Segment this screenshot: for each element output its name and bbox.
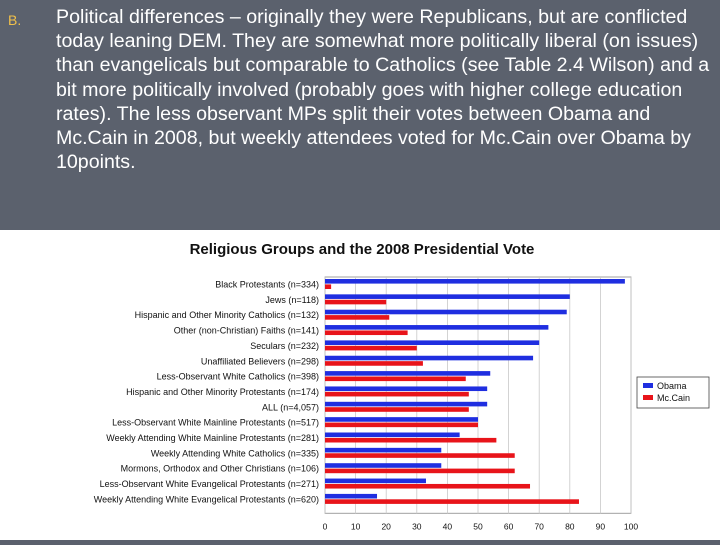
chart-image: Religious Groups and the 2008 Presidenti… — [0, 230, 720, 540]
x-tick-label: 90 — [596, 521, 606, 531]
mccain-bar — [325, 284, 332, 289]
x-tick-label: 10 — [351, 521, 361, 531]
list-marker: B. — [8, 12, 22, 28]
category-label: Weekly Attending White Evangelical Prote… — [94, 494, 319, 504]
category-label: Less-Observant White Catholics (n=398) — [157, 372, 319, 382]
obama-bar — [325, 279, 625, 284]
mccain-bar — [325, 483, 531, 489]
mccain-bar — [325, 391, 469, 397]
vote-bar-chart: Religious Groups and the 2008 Presidenti… — [94, 241, 710, 531]
x-tick-label: 30 — [412, 521, 422, 531]
obama-bar — [325, 355, 534, 361]
mccain-bar — [325, 499, 579, 504]
x-tick-label: 20 — [381, 521, 391, 531]
mccain-bar — [325, 345, 417, 351]
mccain-bar — [325, 453, 515, 458]
grid-lines — [324, 276, 632, 514]
category-label: Other (non-Christian) Faiths (n=141) — [174, 326, 319, 336]
mccain-bar — [325, 422, 478, 428]
mccain-bar — [325, 376, 466, 382]
category-label: Mormons, Orthodox and Other Christians (… — [121, 464, 319, 474]
obama-bar — [325, 432, 460, 438]
legend: Obama Mc.Cain — [636, 376, 710, 409]
legend-label: Mc.Cain — [657, 393, 690, 403]
x-tick-label: 70 — [534, 521, 544, 531]
obama-bar — [325, 478, 426, 484]
obama-bar — [325, 309, 567, 315]
mccain-bar — [325, 315, 390, 320]
legend-swatch — [643, 383, 653, 388]
mccain-bar — [325, 299, 387, 305]
obama-bar — [325, 340, 540, 345]
category-label: Weekly Attending White Catholics (n=335) — [151, 448, 319, 458]
category-label: Less-Observant White Mainline Protestant… — [112, 418, 319, 428]
mccain-bar — [325, 468, 515, 474]
obama-bar — [325, 386, 488, 392]
category-label: Black Protestants (n=334) — [215, 280, 319, 290]
mccain-bar — [325, 330, 408, 336]
x-tick-label: 50 — [473, 521, 483, 531]
x-axis: 0 10 20 30 40 50 60 70 80 90 100 — [323, 521, 639, 531]
category-label: Jews (n=118) — [265, 295, 319, 305]
mccain-bar — [325, 361, 423, 366]
x-tick-label: 60 — [504, 521, 514, 531]
bars — [325, 279, 625, 504]
x-tick-label: 80 — [565, 521, 575, 531]
legend-swatch — [643, 395, 653, 400]
mccain-bar — [325, 407, 469, 412]
x-tick-label: 0 — [323, 521, 328, 531]
x-tick-label: 100 — [624, 521, 638, 531]
category-label: Unaffiliated Believers (n=298) — [201, 356, 319, 366]
obama-bar — [325, 371, 491, 376]
body-paragraph: Political differences – originally they … — [56, 6, 710, 174]
legend-label: Obama — [657, 381, 687, 391]
category-label: Weekly Attending White Mainline Protesta… — [106, 433, 319, 443]
category-label: ALL (n=4,057) — [262, 402, 319, 412]
obama-bar — [325, 463, 442, 468]
mccain-bar — [325, 437, 497, 443]
category-label: Less-Observant White Evangelical Protest… — [100, 479, 319, 489]
obama-bar — [325, 325, 549, 330]
obama-bar — [325, 294, 570, 299]
obama-bar — [325, 447, 442, 453]
category-label: Hispanic and Other Minority Catholics (n… — [135, 310, 319, 320]
category-labels: Black Protestants (n=334) Jews (n=118) His… — [94, 280, 319, 505]
category-label: Seculars (n=232) — [250, 341, 319, 351]
obama-bar — [325, 493, 378, 499]
category-label: Hispanic and Other Minority Protestants … — [126, 387, 319, 397]
legend-box — [636, 376, 710, 409]
x-tick-label: 40 — [443, 521, 453, 531]
chart-title: Religious Groups and the 2008 Presidenti… — [190, 241, 535, 258]
obama-bar — [325, 417, 478, 422]
obama-bar — [325, 401, 488, 407]
